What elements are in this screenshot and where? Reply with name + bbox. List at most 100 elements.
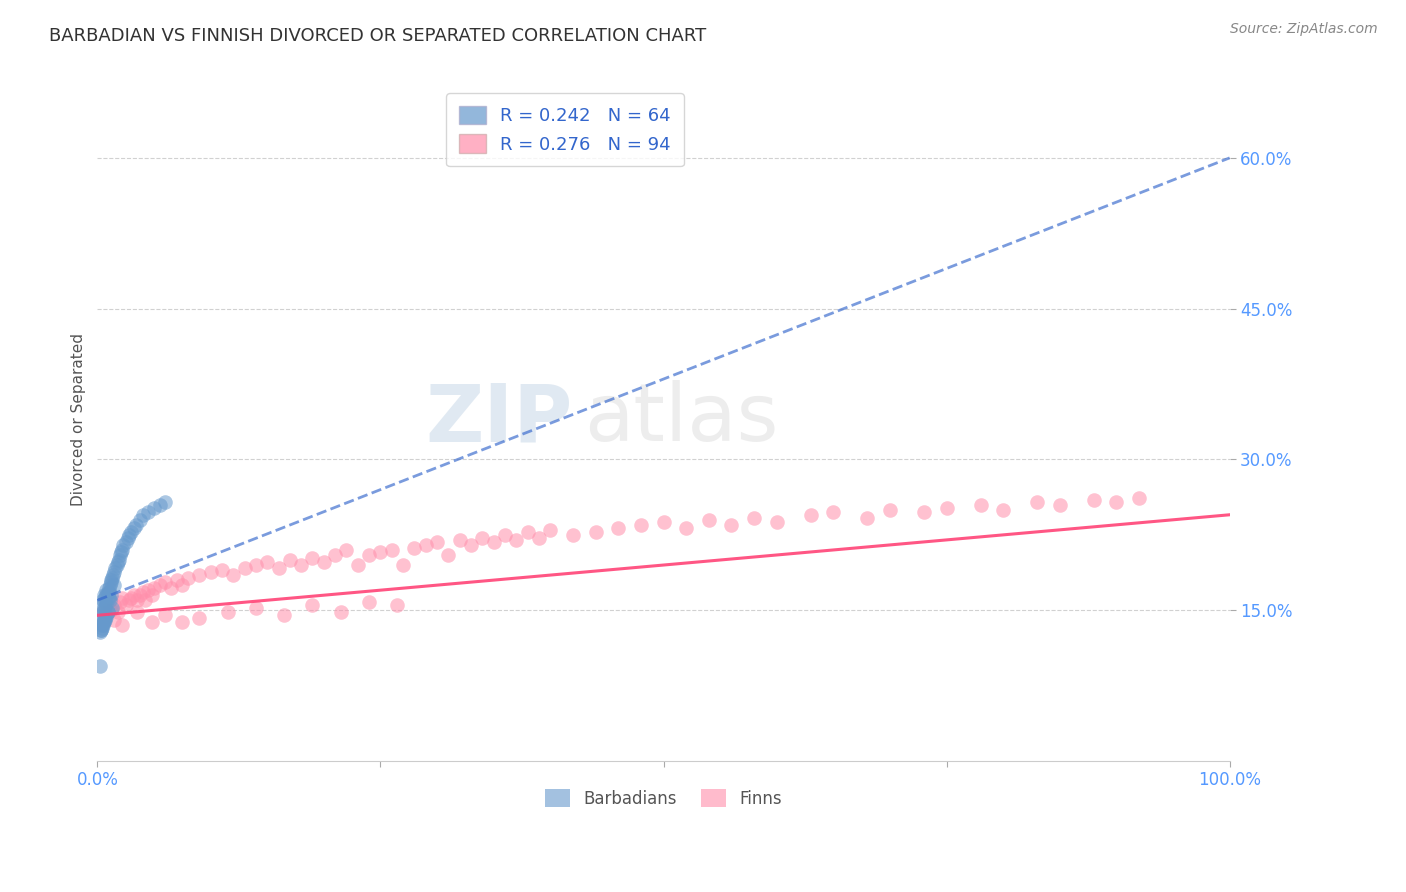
- Point: [200, 565, 222, 579]
- Point: [107, 555, 129, 569]
- Point: [800, 508, 823, 522]
- Point: [245, 601, 267, 615]
- Text: atlas: atlas: [585, 380, 779, 458]
- Point: [527, 531, 550, 545]
- Point: [112, 538, 135, 552]
- Point: [177, 571, 200, 585]
- Point: [136, 583, 159, 598]
- Point: [117, 531, 139, 545]
- Point: [91, 593, 114, 607]
- Point: [129, 588, 152, 602]
- Point: [125, 593, 148, 607]
- Point: [381, 543, 404, 558]
- Point: [122, 588, 145, 602]
- Point: [494, 528, 516, 542]
- Point: [98, 578, 121, 592]
- Point: [823, 505, 845, 519]
- Point: [108, 548, 131, 562]
- Point: [108, 595, 131, 609]
- Point: [89, 625, 111, 640]
- Point: [90, 621, 112, 635]
- Point: [233, 561, 256, 575]
- Point: [93, 613, 115, 627]
- Point: [98, 593, 121, 607]
- Point: [96, 608, 118, 623]
- Point: [97, 601, 120, 615]
- Point: [125, 605, 148, 619]
- Point: [89, 658, 111, 673]
- Point: [516, 524, 538, 539]
- Point: [103, 599, 125, 613]
- Point: [359, 548, 381, 562]
- Point: [93, 601, 115, 615]
- Point: [107, 605, 129, 619]
- Point: [91, 605, 114, 619]
- Point: [742, 510, 765, 524]
- Point: [143, 581, 166, 595]
- Point: [720, 517, 742, 532]
- Point: [103, 578, 125, 592]
- Point: [879, 502, 901, 516]
- Point: [131, 585, 153, 599]
- Point: [312, 555, 335, 569]
- Point: [301, 551, 323, 566]
- Point: [118, 528, 141, 542]
- Point: [404, 541, 426, 555]
- Point: [359, 595, 381, 609]
- Point: [111, 618, 134, 632]
- Point: [392, 558, 415, 572]
- Point: [103, 565, 125, 579]
- Point: [160, 581, 183, 595]
- Point: [538, 523, 561, 537]
- Point: [94, 610, 117, 624]
- Point: [108, 553, 131, 567]
- Point: [585, 524, 607, 539]
- Point: [105, 558, 128, 572]
- Point: [561, 528, 583, 542]
- Point: [96, 583, 118, 598]
- Point: [155, 575, 177, 590]
- Point: [96, 610, 118, 624]
- Point: [136, 505, 159, 519]
- Point: [172, 578, 194, 592]
- Point: [96, 588, 118, 602]
- Point: [91, 605, 114, 619]
- Point: [993, 502, 1015, 516]
- Point: [172, 615, 194, 630]
- Point: [449, 533, 471, 547]
- Point: [100, 573, 122, 587]
- Point: [675, 521, 697, 535]
- Point: [125, 517, 148, 532]
- Point: [256, 555, 278, 569]
- Point: [94, 600, 117, 615]
- Point: [103, 613, 125, 627]
- Point: [96, 605, 118, 619]
- Point: [100, 603, 122, 617]
- Point: [969, 498, 991, 512]
- Point: [607, 521, 630, 535]
- Point: [94, 613, 117, 627]
- Point: [323, 548, 346, 562]
- Point: [856, 510, 879, 524]
- Point: [482, 535, 505, 549]
- Point: [100, 588, 122, 602]
- Point: [149, 578, 172, 592]
- Point: [1026, 494, 1049, 508]
- Point: [97, 585, 120, 599]
- Point: [935, 500, 957, 515]
- Point: [335, 543, 357, 558]
- Point: [143, 500, 166, 515]
- Point: [90, 611, 112, 625]
- Point: [415, 538, 437, 552]
- Point: [94, 595, 117, 609]
- Point: [912, 505, 935, 519]
- Point: [217, 605, 239, 619]
- Point: [93, 615, 115, 630]
- Point: [1049, 498, 1071, 512]
- Point: [346, 558, 368, 572]
- Point: [91, 616, 114, 631]
- Point: [387, 599, 409, 613]
- Text: Source: ZipAtlas.com: Source: ZipAtlas.com: [1230, 22, 1378, 37]
- Point: [426, 535, 449, 549]
- Point: [505, 533, 527, 547]
